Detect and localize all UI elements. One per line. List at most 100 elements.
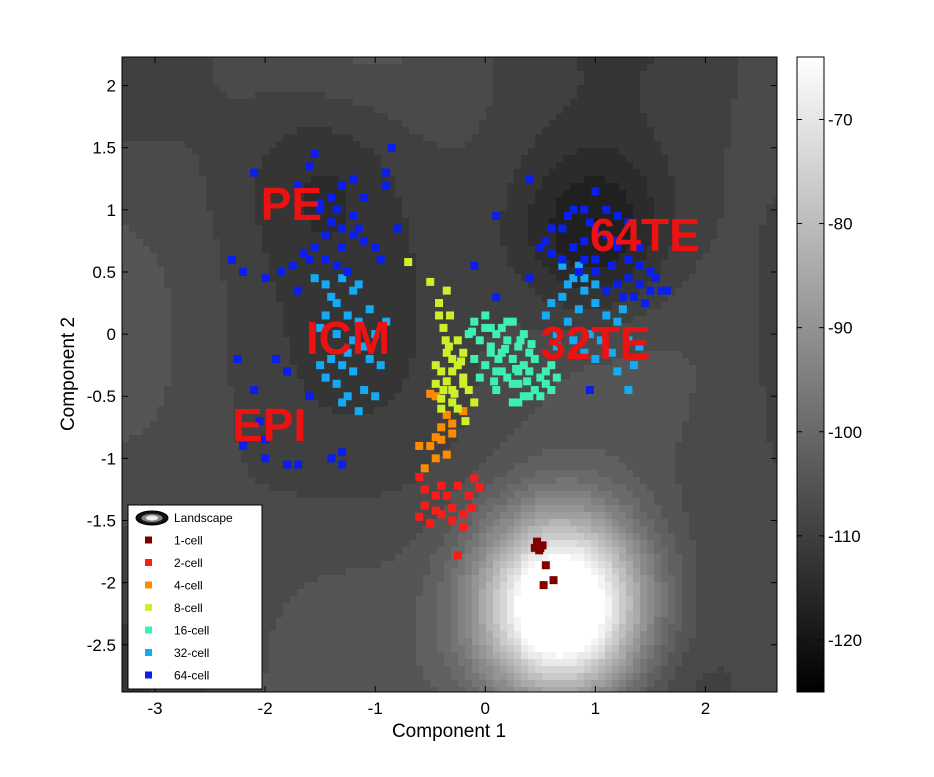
- landscape-cell: [458, 554, 466, 562]
- landscape-cell: [311, 596, 319, 604]
- landscape-cell: [332, 92, 340, 100]
- landscape-cell: [129, 183, 137, 191]
- landscape-cell: [374, 631, 382, 639]
- landscape-cell: [206, 106, 214, 114]
- landscape-cell: [465, 316, 473, 324]
- landscape-cell: [423, 337, 431, 345]
- landscape-cell: [220, 148, 228, 156]
- landscape-cell: [381, 428, 389, 436]
- landscape-cell: [430, 260, 438, 268]
- landscape-cell: [388, 624, 396, 632]
- landscape-cell: [332, 134, 340, 142]
- landscape-cell: [353, 295, 361, 303]
- landscape-cell: [206, 358, 214, 366]
- landscape-cell: [409, 155, 417, 163]
- landscape-cell: [136, 232, 144, 240]
- landscape-cell: [213, 414, 221, 422]
- landscape-cell: [430, 421, 438, 429]
- landscape-cell: [185, 281, 193, 289]
- landscape-cell: [269, 274, 277, 282]
- landscape-cell: [297, 491, 305, 499]
- landscape-cell: [409, 638, 417, 646]
- landscape-cell: [206, 421, 214, 429]
- landscape-cell: [437, 288, 445, 296]
- landscape-cell: [339, 232, 347, 240]
- landscape-cell: [451, 344, 459, 352]
- landscape-cell: [451, 379, 459, 387]
- landscape-cell: [143, 316, 151, 324]
- landscape-cell: [185, 491, 193, 499]
- landscape-cell: [388, 57, 396, 65]
- landscape-cell: [227, 99, 235, 107]
- landscape-cell: [437, 260, 445, 268]
- landscape-cell: [178, 309, 186, 317]
- landscape-cell: [493, 309, 501, 317]
- landscape-cell: [136, 134, 144, 142]
- landscape-cell: [262, 428, 270, 436]
- landscape-cell: [220, 484, 228, 492]
- landscape-cell: [199, 113, 207, 121]
- landscape-cell: [360, 645, 368, 653]
- landscape-cell: [395, 246, 403, 254]
- landscape-cell: [178, 351, 186, 359]
- landscape-cell: [374, 176, 382, 184]
- landscape-cell: [269, 442, 277, 450]
- landscape-cell: [423, 211, 431, 219]
- landscape-cell: [353, 127, 361, 135]
- landscape-cell: [493, 225, 501, 233]
- landscape-cell: [290, 533, 298, 541]
- landscape-cell: [122, 575, 130, 583]
- landscape-cell: [150, 106, 158, 114]
- landscape-cell: [304, 337, 312, 345]
- landscape-cell: [192, 302, 200, 310]
- landscape-cell: [192, 127, 200, 135]
- landscape-cell: [136, 449, 144, 457]
- landscape-cell: [493, 316, 501, 324]
- landscape-cell: [297, 512, 305, 520]
- landscape-cell: [150, 274, 158, 282]
- landscape-cell: [290, 155, 298, 163]
- landscape-cell: [353, 484, 361, 492]
- landscape-cell: [122, 442, 130, 450]
- landscape-cell: [164, 85, 172, 93]
- landscape-cell: [234, 218, 242, 226]
- landscape-cell: [360, 589, 368, 597]
- landscape-cell: [185, 344, 193, 352]
- landscape-cell: [206, 232, 214, 240]
- landscape-cell: [290, 596, 298, 604]
- landscape-cell: [290, 491, 298, 499]
- landscape-cell: [374, 652, 382, 660]
- landscape-cell: [367, 169, 375, 177]
- landscape-cell: [339, 176, 347, 184]
- landscape-cell: [479, 456, 487, 464]
- landscape-cell: [227, 400, 235, 408]
- landscape-cell: [192, 239, 200, 247]
- landscape-cell: [493, 624, 501, 632]
- landscape-cell: [353, 575, 361, 583]
- landscape-cell: [444, 316, 452, 324]
- landscape-cell: [262, 568, 270, 576]
- landscape-cell: [290, 183, 298, 191]
- landscape-cell: [241, 260, 249, 268]
- landscape-cell: [304, 568, 312, 576]
- landscape-cell: [472, 680, 480, 688]
- landscape-cell: [213, 197, 221, 205]
- landscape-cell: [311, 365, 319, 373]
- landscape-cell: [318, 218, 326, 226]
- landscape-cell: [486, 498, 494, 506]
- landscape-cell: [192, 120, 200, 128]
- landscape-cell: [255, 120, 263, 128]
- landscape-cell: [143, 337, 151, 345]
- landscape-cell: [395, 99, 403, 107]
- landscape-cell: [290, 218, 298, 226]
- landscape-cell: [388, 211, 396, 219]
- landscape-cell: [479, 239, 487, 247]
- landscape-cell: [479, 505, 487, 513]
- landscape-cell: [318, 344, 326, 352]
- landscape-cell: [430, 610, 438, 618]
- landscape-cell: [157, 232, 165, 240]
- landscape-cell: [381, 155, 389, 163]
- landscape-cell: [430, 246, 438, 254]
- landscape-cell: [388, 638, 396, 646]
- landscape-cell: [283, 582, 291, 590]
